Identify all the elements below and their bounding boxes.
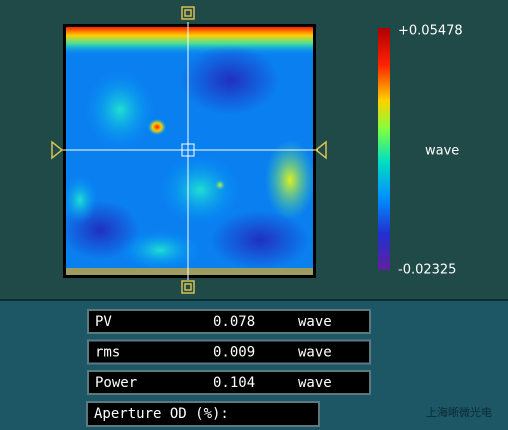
aperture-box [86, 401, 320, 427]
watermark: 上海晰微光电 [426, 405, 492, 419]
readout-box [87, 309, 371, 334]
readout-label: Power [95, 375, 137, 391]
scale-min: -0.02325 [398, 263, 456, 278]
readout-label: rms [95, 345, 120, 361]
readout-value: 0.078 [213, 314, 255, 330]
aperture-label: Aperture OD (%): [94, 406, 229, 422]
readout-unit: wave [298, 314, 332, 330]
wavefront-map [66, 27, 313, 275]
readouts: PV 0.078 wave rms 0.009 wave Power 0.104 wave [87, 309, 371, 395]
readout-box [87, 339, 371, 365]
readout-value: 0.104 [213, 375, 255, 391]
scale-unit: wave [425, 144, 459, 159]
readout-unit: wave [298, 375, 332, 391]
readout-box [87, 370, 371, 395]
readout-unit: wave [298, 345, 332, 361]
readout-value: 0.009 [213, 345, 255, 361]
scale-max: +0.05478 [398, 24, 463, 39]
readout-label: PV [95, 314, 112, 330]
crosshair-handles[interactable] [51, 6, 327, 294]
crosshair [62, 22, 318, 280]
color-scale [378, 28, 390, 270]
